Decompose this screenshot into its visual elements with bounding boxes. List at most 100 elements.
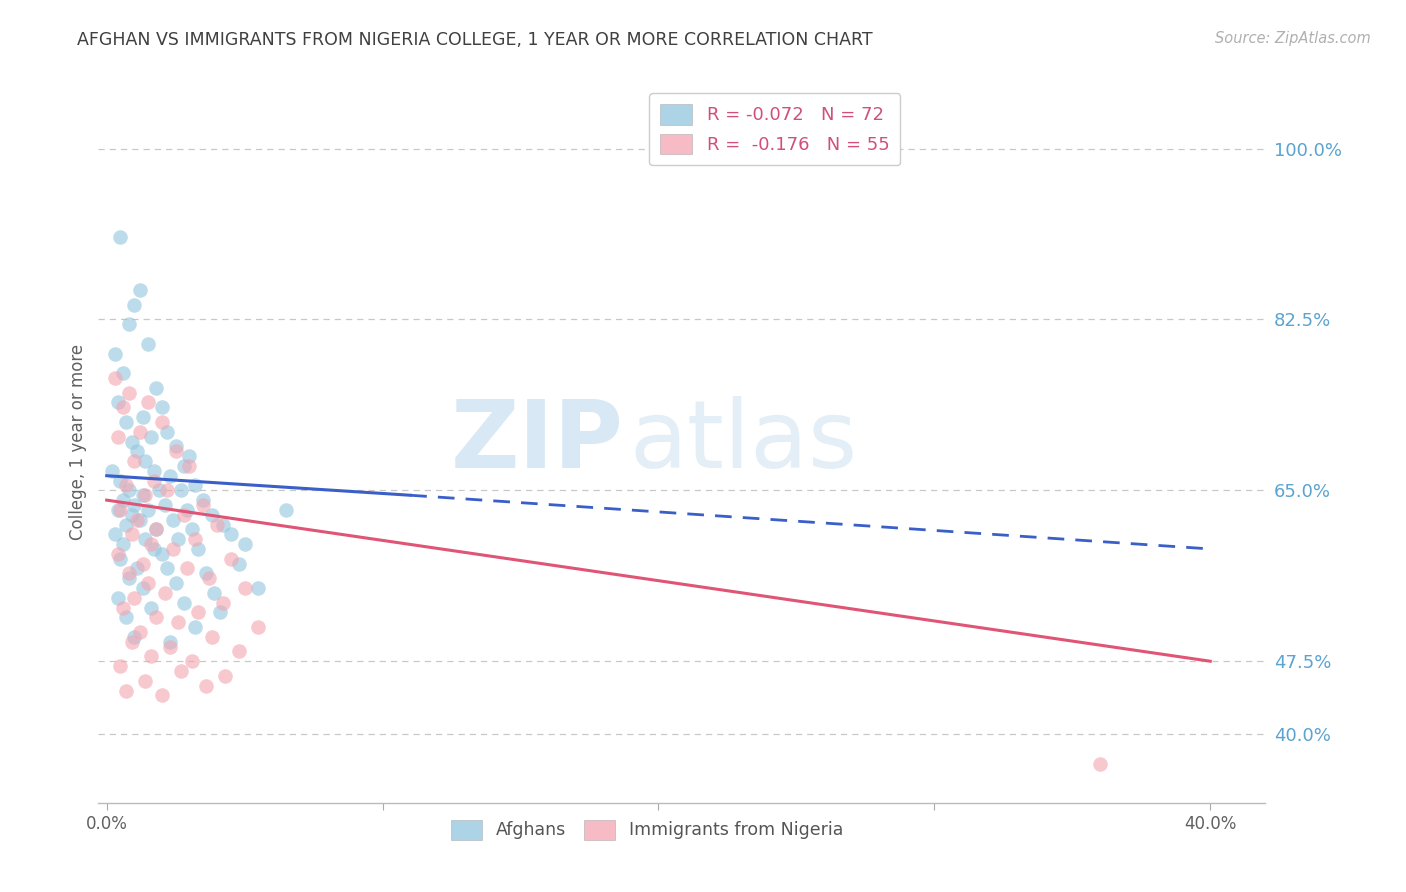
Point	[110, 503, 132, 517]
Point	[118, 571, 141, 585]
Point	[107, 503, 129, 517]
Point	[148, 483, 170, 498]
Point	[136, 337, 159, 351]
Point	[200, 508, 222, 522]
Point	[125, 444, 148, 458]
Point	[131, 410, 153, 425]
Point	[107, 547, 129, 561]
Point	[150, 689, 173, 703]
Text: AFGHAN VS IMMIGRANTS FROM NIGERIA COLLEGE, 1 YEAR OR MORE CORRELATION CHART: AFGHAN VS IMMIGRANTS FROM NIGERIA COLLEG…	[77, 31, 873, 49]
Point	[128, 624, 150, 639]
Point	[142, 474, 165, 488]
Point	[179, 458, 201, 473]
Point	[128, 513, 150, 527]
Point	[159, 468, 181, 483]
Point	[136, 395, 159, 409]
Point	[110, 229, 132, 244]
Point	[195, 566, 218, 581]
Y-axis label: College, 1 year or more: College, 1 year or more	[69, 343, 87, 540]
Point	[1088, 756, 1111, 771]
Point	[118, 566, 141, 581]
Point	[134, 532, 156, 546]
Point	[153, 586, 176, 600]
Point	[228, 644, 250, 658]
Text: atlas: atlas	[630, 395, 858, 488]
Point	[233, 581, 256, 595]
Point	[153, 498, 176, 512]
Point	[211, 517, 233, 532]
Point	[107, 430, 129, 444]
Point	[202, 586, 225, 600]
Point	[131, 581, 153, 595]
Point	[128, 283, 150, 297]
Point	[118, 385, 141, 400]
Point	[134, 488, 156, 502]
Point	[104, 371, 127, 385]
Point	[115, 610, 138, 624]
Point	[124, 591, 146, 605]
Point	[121, 434, 143, 449]
Point	[170, 483, 193, 498]
Point	[173, 458, 195, 473]
Point	[247, 620, 270, 634]
Point	[193, 498, 215, 512]
Point	[112, 493, 135, 508]
Point	[115, 415, 138, 429]
Point	[156, 425, 179, 439]
Point	[142, 541, 165, 556]
Point	[173, 596, 195, 610]
Point	[112, 401, 135, 415]
Point	[145, 381, 167, 395]
Point	[200, 630, 222, 644]
Point	[145, 523, 167, 537]
Point	[274, 503, 297, 517]
Point	[145, 523, 167, 537]
Point	[150, 547, 173, 561]
Point	[118, 318, 141, 332]
Point	[101, 464, 124, 478]
Point	[214, 669, 236, 683]
Point	[187, 606, 209, 620]
Point	[184, 620, 207, 634]
Point	[159, 634, 181, 648]
Point	[187, 541, 209, 556]
Point	[110, 474, 132, 488]
Point	[136, 503, 159, 517]
Point	[179, 449, 201, 463]
Point	[112, 600, 135, 615]
Text: Source: ZipAtlas.com: Source: ZipAtlas.com	[1215, 31, 1371, 46]
Legend: Afghans, Immigrants from Nigeria: Afghans, Immigrants from Nigeria	[441, 811, 852, 848]
Point	[134, 454, 156, 468]
Point	[107, 395, 129, 409]
Point	[121, 527, 143, 541]
Point	[228, 557, 250, 571]
Text: ZIP: ZIP	[451, 395, 624, 488]
Point	[115, 478, 138, 492]
Point	[150, 401, 173, 415]
Point	[208, 606, 231, 620]
Point	[139, 430, 162, 444]
Point	[170, 664, 193, 678]
Point	[121, 508, 143, 522]
Point	[125, 561, 148, 575]
Point	[104, 346, 127, 360]
Point	[121, 634, 143, 648]
Point	[115, 517, 138, 532]
Point	[124, 454, 146, 468]
Point	[150, 415, 173, 429]
Point	[159, 640, 181, 654]
Point	[184, 478, 207, 492]
Point	[167, 615, 190, 630]
Point	[162, 513, 184, 527]
Point	[136, 576, 159, 591]
Point	[145, 610, 167, 624]
Point	[131, 488, 153, 502]
Point	[107, 591, 129, 605]
Point	[247, 581, 270, 595]
Point	[219, 527, 242, 541]
Point	[233, 537, 256, 551]
Point	[167, 532, 190, 546]
Point	[142, 464, 165, 478]
Point	[197, 571, 219, 585]
Point	[173, 508, 195, 522]
